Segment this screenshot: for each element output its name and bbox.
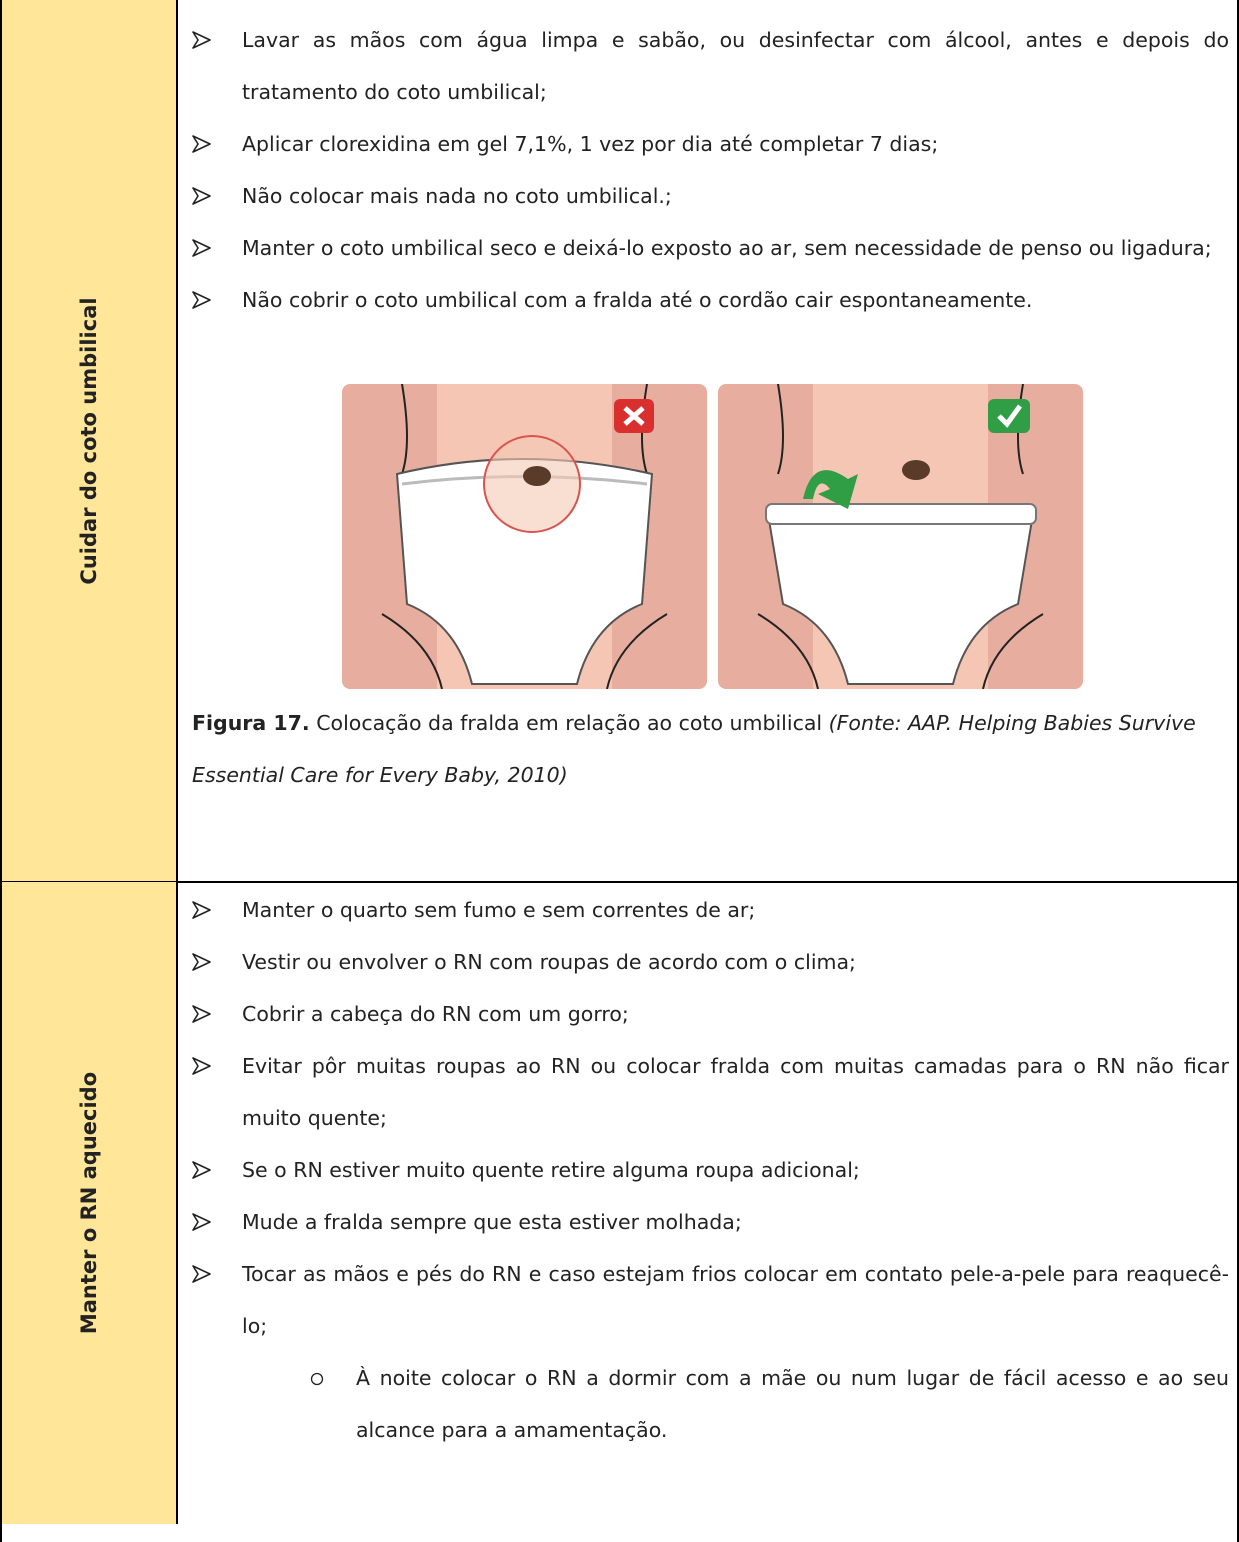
bullet: [192, 1265, 211, 1283]
row-label-cell: Manter o RN aquecido: [2, 882, 178, 1524]
list-item: Cobrir a cabeça do RN com um gorro;: [192, 988, 1229, 1040]
list-item: Não cobrir o coto umbilical com a fralda…: [192, 274, 1229, 326]
list-item: Aplicar clorexidina em gel 7,1%, 1 vez p…: [192, 118, 1229, 170]
item-text: Mude a fralda sempre que esta estiver mo…: [242, 1210, 742, 1234]
caption-source: (Fonte: AAP. Helping Babies Survive Esse…: [192, 711, 1196, 787]
list-item: Manter o coto umbilical seco e deixá-lo …: [192, 222, 1229, 274]
table-row: Manter o RN aquecido Manter o quarto sem…: [0, 882, 1239, 1542]
bullet: [192, 1213, 211, 1231]
list-item: Evitar pôr muitas roupas ao RN ou coloca…: [192, 1040, 1229, 1144]
item-text: À noite colocar o RN a dormir com a mãe …: [356, 1366, 1229, 1442]
list: Manter o quarto sem fumo e sem correntes…: [192, 884, 1229, 1456]
list-item: Mude a fralda sempre que esta estiver mo…: [192, 1196, 1229, 1248]
item-text: Se o RN estiver muito quente retire algu…: [242, 1158, 860, 1182]
item-text: Cobrir a cabeça do RN com um gorro;: [242, 1002, 629, 1026]
list-item: Se o RN estiver muito quente retire algu…: [192, 1144, 1229, 1196]
figure-panel-right: [718, 384, 1083, 689]
content-cell: Manter o quarto sem fumo e sem correntes…: [178, 882, 1237, 1456]
bullet: [192, 1005, 211, 1023]
bullet: [192, 1161, 211, 1179]
figure-caption: Figura 17. Colocação da fralda em relaçã…: [192, 697, 1229, 801]
list-item: Não colocar mais nada no coto umbilical.…: [192, 170, 1229, 222]
bullet: [192, 239, 211, 257]
list-item: À noite colocar o RN a dormir com a mãe …: [310, 1352, 1229, 1456]
row-label-cell: Cuidar do coto umbilical: [2, 0, 178, 881]
item-text: Tocar as mãos e pés do RN e caso estejam…: [242, 1262, 1229, 1338]
figure: [342, 384, 1229, 689]
list-item: Lavar as mãos com água limpa e sabão, ou…: [192, 14, 1229, 118]
bullet: [192, 953, 211, 971]
list-item: Manter o quarto sem fumo e sem correntes…: [192, 884, 1229, 936]
caption-text: Colocação da fralda em relação ao coto u…: [316, 711, 823, 735]
row-label: Cuidar do coto umbilical: [77, 296, 101, 585]
item-text: Aplicar clorexidina em gel 7,1%, 1 vez p…: [242, 132, 939, 156]
item-text: Manter o coto umbilical seco e deixá-lo …: [242, 236, 1212, 260]
caption-label: Figura 17.: [192, 711, 310, 735]
row-label: Manter o RN aquecido: [77, 1071, 101, 1335]
bullet: [192, 901, 211, 919]
bullet: [192, 31, 211, 49]
item-text: Evitar pôr muitas roupas ao RN ou coloca…: [242, 1054, 1229, 1130]
item-text: Vestir ou envolver o RN com roupas de ac…: [242, 950, 856, 974]
list: Lavar as mãos com água limpa e sabão, ou…: [192, 14, 1229, 326]
content-cell: Lavar as mãos com água limpa e sabão, ou…: [178, 0, 1237, 801]
table-row: Cuidar do coto umbilical Lavar as mãos c…: [0, 0, 1239, 883]
list-item: Vestir ou envolver o RN com roupas de ac…: [192, 936, 1229, 988]
item-text: Não colocar mais nada no coto umbilical.…: [242, 184, 672, 208]
item-text: Manter o quarto sem fumo e sem correntes…: [242, 898, 756, 922]
list-item: Tocar as mãos e pés do RN e caso estejam…: [192, 1248, 1229, 1352]
item-text: Lavar as mãos com água limpa e sabão, ou…: [242, 28, 1229, 104]
item-text: Não cobrir o coto umbilical com a fralda…: [242, 288, 1033, 312]
bullet: [192, 135, 211, 153]
bullet: [192, 1057, 211, 1075]
bullet: [192, 291, 211, 309]
figure-panel-wrong: [342, 384, 707, 689]
bullet: [310, 1372, 324, 1386]
bullet: [192, 187, 211, 205]
